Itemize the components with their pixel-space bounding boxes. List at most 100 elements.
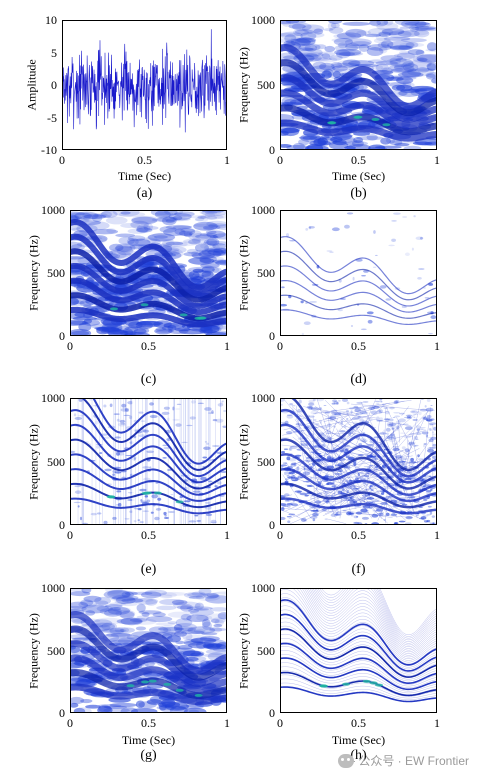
ridge-g-0 (71, 683, 226, 706)
ridge-d-2 (281, 279, 436, 313)
ytick-b-1: 500 (257, 78, 275, 92)
ytick-a-4: -10 (41, 143, 57, 157)
xtick-e-0: 0 (67, 528, 73, 542)
ridge-g-5 (71, 610, 226, 675)
xtick-d-1: 0.5 (351, 339, 366, 353)
ylabel-e: Frequency (Hz) (26, 423, 41, 500)
ytick-h-1: 500 (257, 643, 275, 658)
xtick-h-0: 0 (277, 716, 283, 730)
caption-e: (e) (140, 562, 157, 577)
ytick-h-2: 0 (269, 706, 275, 720)
caption-f: (f) (351, 562, 366, 577)
watermark: 公众号 · EW Frontier (338, 752, 469, 769)
ylabel-h: Frequency (Hz) (236, 612, 251, 689)
plot-f (281, 399, 436, 524)
ytick-a-0: 10 (45, 13, 57, 27)
ridge-f-7 (291, 399, 436, 472)
xtick-h-1: 0.5 (351, 716, 366, 730)
xtick-b-0: 0 (277, 153, 283, 167)
ylabel-g: Frequency (Hz) (26, 612, 41, 689)
xtick-c-0: 0 (67, 339, 73, 353)
caption-d: (d) (350, 372, 367, 387)
ridge-e-0 (71, 497, 226, 515)
ridge-d-0 (281, 309, 436, 326)
ridge-f-3 (281, 453, 436, 496)
plot-e (71, 399, 226, 524)
xtick-g-1: 0.5 (141, 716, 156, 730)
ridge-e-4 (71, 438, 226, 490)
wechat-icon (338, 753, 355, 768)
xlabel-a: Time (Sec) (117, 169, 172, 183)
ylabel-d: Frequency (Hz) (236, 235, 251, 311)
ridge-g-3 (71, 639, 226, 687)
ytick-d-2: 0 (269, 329, 275, 343)
caption-b: (b) (350, 186, 367, 201)
xtick-h-2: 1 (434, 716, 440, 730)
ylabel-f: Frequency (Hz) (236, 423, 251, 500)
caption-c: (c) (140, 372, 157, 387)
watermark-text: 公众号 · EW Frontier (358, 754, 469, 768)
plot-a (63, 29, 226, 133)
ridge-h-0 (281, 686, 436, 703)
ridge-e-8 (92, 399, 226, 465)
plot-area-d (280, 210, 437, 336)
xtick-c-1: 0.5 (141, 339, 156, 353)
xtick-b-2: 1 (434, 153, 440, 167)
ridge-f-2 (281, 467, 436, 503)
ridge-f-5 (281, 423, 436, 484)
plot-b (281, 21, 436, 149)
caption-g: (g) (140, 748, 157, 763)
ytick-e-2: 0 (59, 518, 65, 532)
ridge-b-3 (281, 74, 436, 123)
plot-h (281, 589, 436, 703)
ridge-c-3 (71, 262, 226, 309)
xtick-e-2: 1 (224, 528, 230, 542)
ytick-b-2: 0 (269, 143, 275, 157)
ridge-e-6 (71, 409, 226, 478)
ytick-e-0: 1000 (41, 391, 65, 405)
plot-area-g (70, 588, 227, 713)
ridge-e-7 (82, 399, 226, 471)
xtick-g-0: 0 (67, 716, 73, 730)
ridge-d-3 (281, 265, 436, 307)
ytick-c-0: 1000 (41, 203, 65, 217)
ytick-c-2: 0 (59, 329, 65, 343)
xtick-d-0: 0 (277, 339, 283, 353)
ridge-c-4 (71, 248, 226, 303)
xtick-a-0: 0 (59, 153, 65, 167)
ylabel-c: Frequency (Hz) (26, 235, 41, 311)
plot-area-a (62, 20, 227, 150)
ytick-b-0: 1000 (251, 13, 275, 27)
xtick-e-1: 0.5 (141, 528, 156, 542)
ridge-e-2 (71, 468, 226, 502)
ridge-d-5 (281, 236, 436, 295)
xtick-g-2: 1 (224, 716, 230, 730)
ridge-f-4 (281, 438, 436, 490)
xlabel-b: Time (Sec) (331, 169, 386, 183)
ridge-h-3 (281, 642, 436, 684)
plot-c (71, 211, 226, 335)
signal-line (63, 29, 226, 133)
ridge-c-0 (71, 306, 226, 328)
ridge-h-1 (281, 671, 436, 697)
ridge-c-2 (71, 277, 226, 316)
ylabel-b: Frequency (Hz) (236, 47, 251, 123)
ridge-e-5 (71, 423, 226, 484)
plot-area-b (280, 20, 437, 150)
xlabel-h: Time (Sec) (331, 733, 386, 747)
caption-a: (a) (136, 186, 153, 201)
xlabel-g: Time (Sec) (121, 733, 176, 747)
ytick-g-0: 1000 (41, 581, 65, 595)
ridge-d-1 (281, 294, 436, 319)
ridge-g-2 (71, 654, 226, 693)
xtick-b-1: 0.5 (351, 153, 366, 167)
ytick-f-0: 1000 (251, 391, 275, 405)
ridge-f-6 (281, 408, 436, 478)
ytick-d-0: 1000 (251, 203, 275, 217)
ytick-g-1: 500 (47, 643, 65, 658)
ytick-f-2: 0 (269, 518, 275, 532)
ridge-d-4 (281, 250, 436, 301)
ridge-b-5 (281, 44, 436, 110)
ridge-c-6 (71, 219, 226, 291)
ridge-h-6 (281, 599, 436, 666)
